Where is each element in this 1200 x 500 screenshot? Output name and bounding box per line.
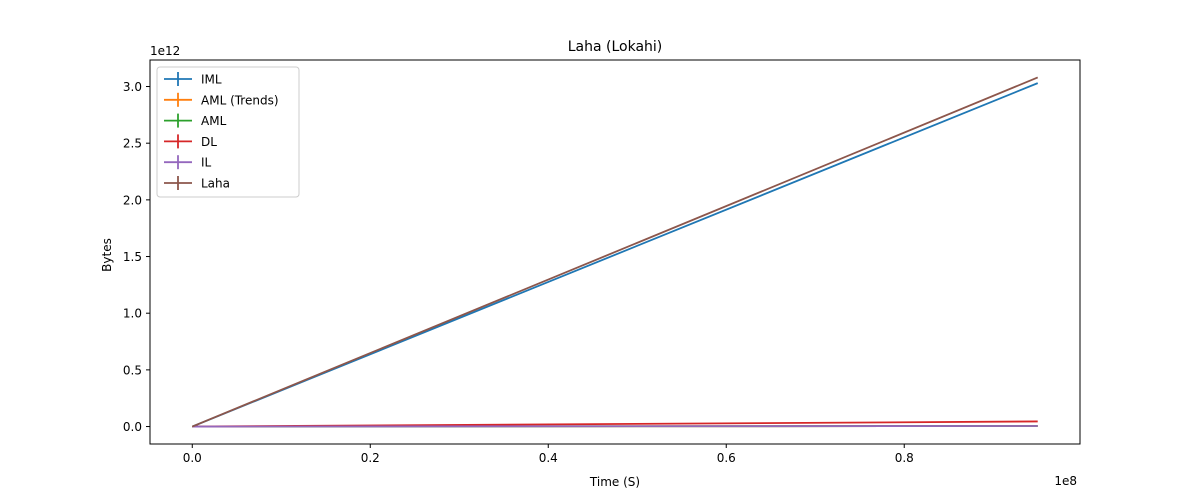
legend-item: DL — [164, 134, 217, 149]
y-tick-label: 2.5 — [123, 137, 142, 151]
legend-label: AML (Trends) — [201, 93, 279, 107]
y-tick-label: 1.0 — [123, 307, 142, 321]
legend-item: IML — [164, 72, 222, 87]
legend-box — [156, 66, 300, 198]
y-offset-label: 1e12 — [150, 44, 180, 58]
legend-item: Laha — [164, 176, 230, 191]
legend-item: AML (Trends) — [164, 92, 279, 107]
x-axis-label: Time (S) — [589, 475, 640, 489]
plot-frame — [149, 59, 1081, 445]
legend-item: AML — [164, 113, 227, 128]
legend-label: Laha — [201, 177, 230, 191]
series-line-4 — [192, 425, 1038, 428]
y-axis-label: Bytes — [100, 238, 114, 272]
y-tick-label: 3.0 — [123, 80, 142, 94]
x-tick-label: 0.2 — [361, 451, 380, 465]
x-tick-label: 0.8 — [895, 451, 914, 465]
legend-label: AML — [201, 114, 227, 128]
series-line-5 — [191, 76, 1039, 428]
legend-item: IL — [164, 155, 212, 170]
x-offset-label: 1e8 — [1054, 474, 1077, 488]
x-tick-label: 0.4 — [539, 451, 558, 465]
x-tick-label: 0.0 — [183, 451, 202, 465]
y-tick-label: 0.5 — [123, 363, 142, 377]
y-tick-label: 1.5 — [123, 250, 142, 264]
axis-ticks: 0.0 0.2 0.4 0.6 0.8 0.0 0.5 1.0 1.5 2.0 2.5 3.0 — [123, 80, 914, 465]
y-tick-label: 0.0 — [123, 420, 142, 434]
x-tick-label: 0.6 — [717, 451, 736, 465]
legend-label: IML — [201, 73, 222, 87]
legend: IML AML (Trends) AML DL IL Laha — [156, 66, 300, 198]
legend-label: DL — [201, 135, 217, 149]
chart-title: Laha (Lokahi) — [568, 39, 663, 55]
y-tick-label: 2.0 — [123, 193, 142, 207]
plot-lines — [191, 76, 1039, 428]
legend-label: IL — [201, 156, 212, 170]
